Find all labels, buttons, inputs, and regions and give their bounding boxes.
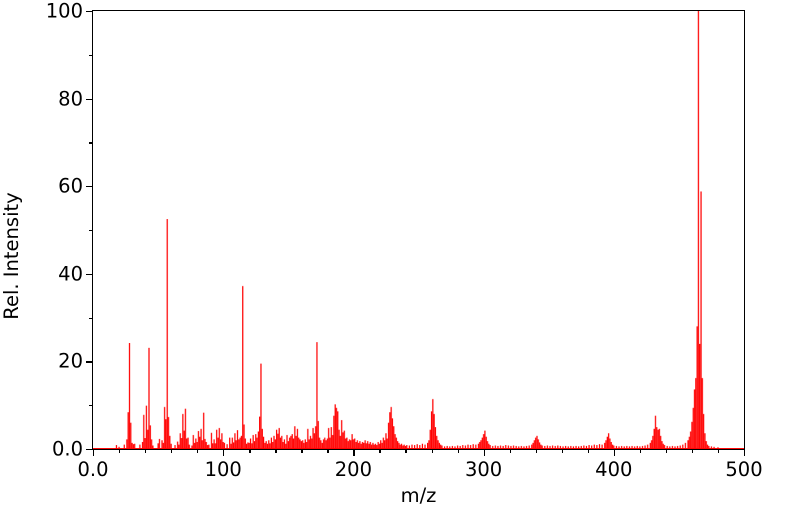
y-tick-minor <box>89 317 93 319</box>
x-tick-minor <box>197 449 199 453</box>
x-tick-label: 300 <box>464 458 503 481</box>
y-tick-label: 80 <box>58 86 83 110</box>
y-tick-minor <box>89 54 93 57</box>
x-tick-label: 200 <box>334 458 373 481</box>
x-tick-minor <box>717 449 720 453</box>
x-tick-label: 0.0 <box>77 458 109 481</box>
x-tick-major <box>744 449 746 456</box>
x-tick-minor <box>665 449 668 453</box>
plot-area: 0.0 20 40 60 80 100 0.0 100 200 300 400 500 <box>46 1 763 479</box>
y-tick-major <box>86 361 93 363</box>
y-tick-major <box>86 98 93 100</box>
x-tick-minor <box>535 449 537 453</box>
y-tick-major <box>86 11 93 13</box>
y-tick-major <box>86 449 93 451</box>
y-tick-label: 40 <box>58 262 83 286</box>
x-tick-major <box>613 449 616 456</box>
x-tick-minor <box>145 449 147 453</box>
x-tick-minor <box>431 449 433 453</box>
x-tick-minor <box>691 449 694 453</box>
x-tick-label: 400 <box>595 458 633 481</box>
x-tick-label: 500 <box>725 458 763 481</box>
y-axis-title: Rel. Intensity <box>0 192 23 320</box>
y-tick-minor <box>89 230 93 232</box>
x-tick-minor <box>639 449 642 453</box>
x-axis-title: m/z <box>400 484 437 507</box>
x-tick-major <box>483 449 485 456</box>
x-tick-minor <box>327 449 329 453</box>
x-tick-major <box>223 449 225 456</box>
x-tick-minor <box>587 449 590 453</box>
x-tick-minor <box>561 449 564 453</box>
x-tick-minor <box>249 449 251 453</box>
x-tick-minor <box>301 449 303 453</box>
y-tick-label: 0.0 <box>51 437 83 461</box>
x-tick-minor <box>171 449 173 453</box>
x-tick-minor <box>457 449 459 453</box>
spectrum-plot-canvas <box>93 11 744 449</box>
x-tick-major <box>93 449 95 456</box>
y-tick-major <box>86 186 93 188</box>
y-tick-label: 60 <box>58 174 83 198</box>
y-tick-minor <box>89 405 93 407</box>
x-tick-minor <box>119 449 121 453</box>
x-tick-minor <box>275 449 277 453</box>
x-tick-major <box>353 449 355 456</box>
y-tick-major <box>86 273 93 276</box>
y-tick-minor <box>89 142 93 144</box>
x-tick-minor <box>405 449 407 453</box>
x-tick-label: 100 <box>204 458 242 481</box>
y-tick-label: 20 <box>58 349 83 373</box>
x-tick-minor <box>509 449 511 453</box>
y-tick-label: 100 <box>45 0 83 23</box>
x-tick-minor <box>379 449 381 453</box>
